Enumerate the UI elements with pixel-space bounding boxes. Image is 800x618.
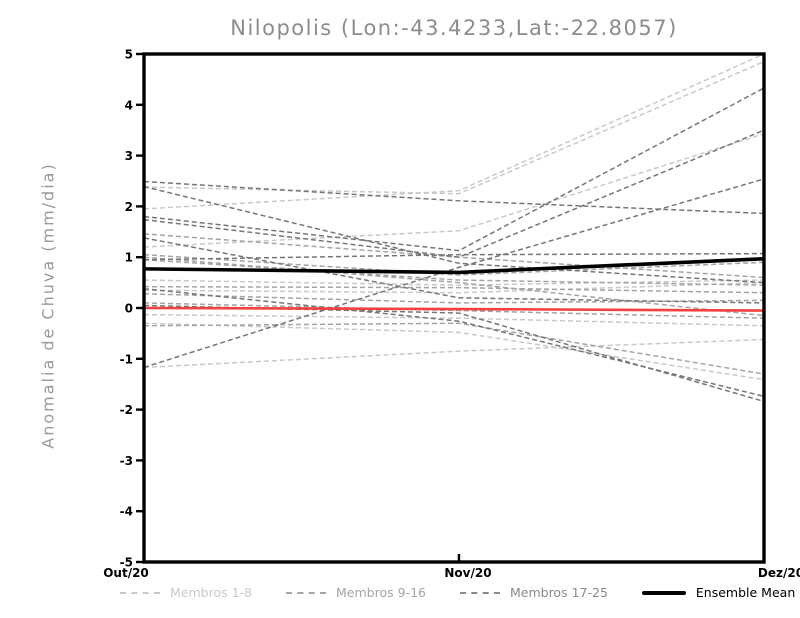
member-line (143, 237, 765, 304)
y-axis-label: Anomalia de Chuva (mm/dia) (38, 162, 58, 449)
y-tick-label: -1 (120, 352, 133, 366)
x-tick-label: Out/20 (103, 566, 149, 580)
ensemble-mean-line (143, 256, 765, 275)
member-line (143, 287, 765, 398)
member-line (143, 178, 765, 369)
legend-item-membros-1-8: Membros 1-8 (120, 585, 252, 600)
y-tick-label: 2 (125, 200, 133, 214)
y-tick-label: 0 (125, 302, 133, 316)
y-tick-label: -4 (120, 505, 133, 519)
member-line (143, 285, 765, 294)
legend-label: Membros 9-16 (336, 585, 426, 600)
zero-reference-line (143, 306, 765, 312)
x-tick-label: Nov/20 (444, 566, 491, 580)
y-tick-label: -5 (120, 556, 133, 570)
plot-border (142, 52, 766, 564)
y-tick-label: 4 (125, 98, 133, 112)
legend-label: Ensemble Mean (695, 585, 796, 600)
member-line (143, 133, 765, 248)
member-line (143, 338, 765, 369)
y-tick-label: -3 (120, 454, 133, 468)
member-line (143, 304, 765, 403)
y-tick-label: -2 (120, 403, 133, 417)
member-line (143, 233, 765, 279)
legend-item-ensemble-mean: Ensemble Mean (641, 585, 796, 600)
member-line (143, 53, 765, 210)
member-line (143, 60, 765, 195)
chart-title: Nilopolis (Lon:-43.4233,Lat:-22.8057) (230, 16, 678, 40)
y-tick-label: 5 (125, 48, 133, 62)
solid-line-sample-black-icon (641, 590, 686, 595)
member-line (143, 253, 765, 276)
member-line (143, 129, 765, 258)
member-line (143, 302, 765, 319)
member-line (143, 87, 765, 252)
x-tick-label: Dez/20 (758, 566, 800, 580)
member-line (143, 185, 765, 284)
member-line (143, 180, 765, 215)
member-line (143, 322, 765, 381)
legend-item-membros-9-16: Membros 9-16 (286, 585, 426, 600)
legend-label: Membros 17-25 (509, 585, 608, 600)
dashed-line-sample-medium-icon (286, 591, 327, 594)
legend-item-membros-17-25: Membros 17-25 (459, 585, 608, 600)
member-line (143, 258, 765, 286)
member-line (143, 279, 765, 286)
member-line (143, 256, 765, 317)
y-tick-label: 3 (125, 149, 133, 163)
member-line (143, 313, 765, 327)
dashed-line-sample-light-icon (120, 591, 160, 594)
dashed-line-sample-dark-icon (459, 591, 500, 594)
y-tick-label: 1 (125, 251, 133, 265)
legend-label: Membros 1-8 (170, 585, 253, 600)
member-line (143, 281, 765, 294)
member-line (143, 293, 765, 304)
chart-legend: Membros 1-8 Membros 9-16 Membros 17-25 E… (120, 585, 795, 600)
member-line (143, 322, 765, 375)
